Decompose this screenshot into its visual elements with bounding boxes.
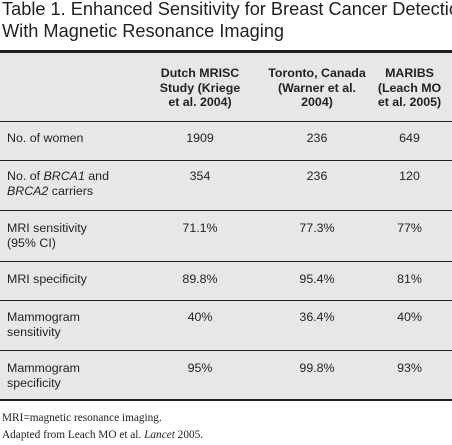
cell-value: 99.8% <box>299 361 335 375</box>
table-title: Table 1. Enhanced Sensitivity for Breast… <box>2 0 452 42</box>
row-label-brca-carriers: No. of BRCA1 and BRCA2 carriers <box>7 169 137 199</box>
label-text: No. of <box>7 169 44 183</box>
column-header-line: Toronto, Canada <box>268 66 366 80</box>
cell-value: 1909 <box>186 131 214 145</box>
cell-value: 354 <box>189 169 211 183</box>
table-title-line-1: Table 1. Enhanced Sensitivity for Breast… <box>2 0 452 19</box>
table-bottom-rule <box>0 399 452 401</box>
row-divider <box>0 350 452 351</box>
column-header-line: Dutch MRISC <box>160 66 240 80</box>
column-header-maribs: MARIBS (Leach MO et al. 2005) <box>367 66 452 110</box>
column-header-line: Study (Kriege <box>159 80 241 95</box>
label-gene-brca2: BRCA2 <box>7 184 49 198</box>
label-text: carriers <box>48 184 94 198</box>
cell-value: 77.3% <box>299 221 335 235</box>
label-text: MRI sensitivity <box>7 221 87 235</box>
row-label-women: No. of women <box>7 131 84 145</box>
footnote-source: Adapted from Leach MO et al. Lancet 2005… <box>2 429 203 442</box>
cell-value: 95.4% <box>299 272 335 286</box>
footnote-source-text: 2005. <box>174 429 204 441</box>
label-text: Mammogram <box>7 361 80 375</box>
cell-value: 89.8% <box>182 272 218 286</box>
column-header-line: et al. 2005) <box>377 95 442 109</box>
column-header-line: (Warner et al. <box>277 80 357 95</box>
row-label-mri-sensitivity: MRI sensitivity (95% CI) <box>7 221 137 251</box>
row-divider <box>0 300 452 301</box>
column-header-line: et al. 2004) <box>168 95 232 109</box>
table-title-line-2: With Magnetic Resonance Imaging <box>2 21 285 41</box>
row-divider <box>0 210 452 211</box>
cell-value: 36.4% <box>299 310 335 324</box>
row-divider <box>0 261 452 262</box>
label-text: and <box>84 169 109 183</box>
label-text: specificity <box>7 376 61 390</box>
footnote-source-text: Adapted from Leach MO et al. <box>2 429 145 441</box>
row-label-mri-specificity: MRI specificity <box>7 272 87 286</box>
cell-value: 649 <box>399 131 420 145</box>
cell-value: 71.1% <box>182 221 218 235</box>
cell-value: 81% <box>397 272 422 286</box>
column-header-toronto: Toronto, Canada (Warner et al. 2004) <box>262 66 372 110</box>
label-gene-brca1: BRCA1 <box>43 169 85 183</box>
cell-value: 236 <box>306 169 328 183</box>
column-header-dutch-mrisc: Dutch MRISC Study (Kriege et al. 2004) <box>145 66 255 110</box>
footnote-abbreviation: MRI=magnetic resonance imaging. <box>2 412 162 424</box>
label-text: sensitivity <box>7 325 61 339</box>
cell-value: 95% <box>187 361 213 375</box>
cell-value: 40% <box>187 310 213 324</box>
column-header-line: MARIBS <box>385 66 434 80</box>
column-header-line: 2004) <box>301 95 333 109</box>
row-label-mammogram-sensitivity: Mammogram sensitivity <box>7 310 137 340</box>
label-text: (95% CI) <box>7 236 56 250</box>
cell-value: 40% <box>397 310 422 324</box>
label-text: Mammogram <box>7 310 80 324</box>
cell-value: 93% <box>397 361 422 375</box>
cell-value: 236 <box>306 131 328 145</box>
cell-value: 77% <box>397 221 422 235</box>
data-table: Dutch MRISC Study (Kriege et al. 2004) T… <box>0 50 452 401</box>
column-header-line: (Leach MO <box>377 80 442 95</box>
row-label-mammogram-specificity: Mammogram specificity <box>7 361 137 391</box>
row-divider <box>0 121 452 122</box>
footnote-journal: Lancet <box>144 429 175 441</box>
row-divider <box>0 160 452 161</box>
table-top-rule <box>0 50 452 53</box>
cell-value: 120 <box>399 169 420 183</box>
